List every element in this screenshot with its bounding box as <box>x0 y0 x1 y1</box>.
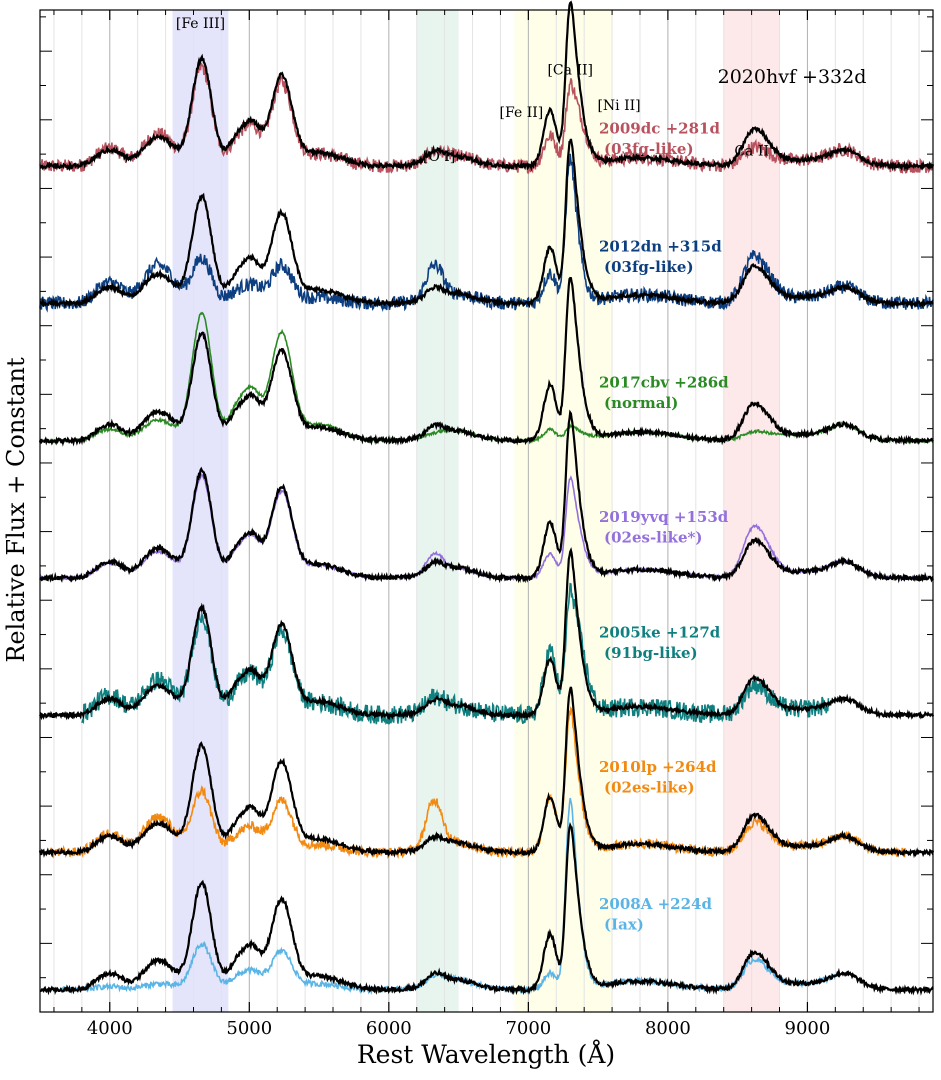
series-label-4: 2005ke +127d <box>599 623 721 641</box>
reference-line-1 <box>39 138 934 309</box>
region-band-0 <box>172 10 229 1012</box>
series-subtype-0: (03fg-like) <box>604 140 694 158</box>
series-label-6: 2008A +224d <box>599 895 712 913</box>
series-subtype-3: (02es-like*) <box>604 529 702 547</box>
series-subtype-6: (Iax) <box>604 916 644 934</box>
series-line-5 <box>49 706 906 860</box>
reference-spectra-2020hvf <box>38 0 935 996</box>
line-label-2: [Fe II] <box>500 105 544 121</box>
reference-line-6 <box>39 821 934 996</box>
line-label-1: [O I] <box>423 149 455 165</box>
series-subtype-5: (02es-like) <box>604 778 695 796</box>
series-label-5: 2010lp +264d <box>599 758 717 776</box>
line-label-0: [Fe III] <box>176 16 225 32</box>
series-subtype-2: (normal) <box>604 394 678 412</box>
series-label-0: 2009dc +281d <box>599 120 720 138</box>
reference-line-3 <box>39 409 934 584</box>
series-subtype-1: (03fg-like) <box>604 258 694 276</box>
x-tick-label-5000: 5000 <box>226 1018 272 1039</box>
series-subtype-4: (91bg-like) <box>604 644 698 662</box>
line-label-3: [Ca II] <box>547 63 593 79</box>
y-axis-label: Relative Flux + Constant <box>2 357 30 663</box>
series-label-3: 2019yvq +153d <box>599 508 729 526</box>
x-tick-label-8000: 8000 <box>645 1018 691 1039</box>
line-label-4: [Ni II] <box>597 98 640 114</box>
annotations: 2009dc +281d (03fg-like) 2012dn +315d (03fg… <box>176 16 769 934</box>
series-label-1: 2012dn +315d <box>599 238 722 256</box>
x-axis-label: Rest Wavelength (Å) <box>357 1039 615 1069</box>
axis-ticks: 4000 5000 6000 7000 8000 9000 <box>40 10 933 1039</box>
x-tick-label-4000: 4000 <box>87 1018 133 1039</box>
chart-title: 2020hvf +332d <box>718 66 867 88</box>
reference-line-4 <box>39 546 935 721</box>
x-tick-label-7000: 7000 <box>505 1018 551 1039</box>
series-label-2: 2017cbv +286d <box>599 373 729 391</box>
x-tick-label-9000: 9000 <box>785 1018 831 1039</box>
reference-line-0 <box>39 0 935 173</box>
line-label-5: Ca II <box>734 143 769 159</box>
series-line-1 <box>39 153 934 313</box>
x-tick-label-6000: 6000 <box>366 1018 412 1039</box>
reference-line-2 <box>38 276 934 447</box>
reference-line-5 <box>38 686 935 859</box>
plot-frame <box>39 9 934 1013</box>
